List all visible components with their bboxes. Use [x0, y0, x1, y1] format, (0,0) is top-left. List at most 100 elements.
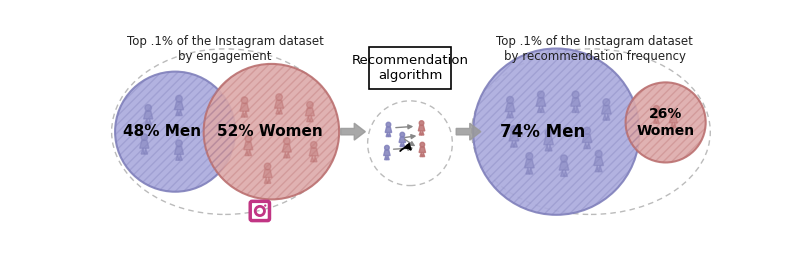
Polygon shape	[418, 125, 425, 131]
Polygon shape	[575, 106, 579, 113]
Circle shape	[204, 64, 339, 199]
Polygon shape	[282, 144, 291, 152]
Circle shape	[264, 163, 271, 170]
Text: Top .1% of the Instagram dataset
by engagement: Top .1% of the Instagram dataset by enga…	[126, 36, 324, 63]
Polygon shape	[510, 141, 514, 147]
Polygon shape	[530, 168, 533, 174]
Polygon shape	[549, 145, 552, 151]
Polygon shape	[309, 148, 318, 156]
Circle shape	[176, 140, 182, 146]
Circle shape	[386, 122, 390, 127]
Polygon shape	[386, 133, 389, 136]
Polygon shape	[144, 148, 148, 154]
Text: Top .1% of the Instagram dataset
by recommendation frequency: Top .1% of the Instagram dataset by reco…	[496, 36, 694, 63]
Circle shape	[561, 155, 567, 162]
Polygon shape	[545, 145, 549, 151]
Polygon shape	[582, 134, 592, 143]
Polygon shape	[420, 153, 422, 156]
Circle shape	[245, 135, 251, 142]
Polygon shape	[314, 156, 317, 162]
Polygon shape	[306, 108, 314, 116]
Polygon shape	[174, 102, 183, 110]
Polygon shape	[536, 98, 546, 106]
Text: Recommendation
algorithm: Recommendation algorithm	[351, 54, 469, 82]
Circle shape	[572, 91, 579, 98]
FancyArrowPatch shape	[396, 125, 412, 129]
Polygon shape	[283, 152, 287, 158]
Polygon shape	[594, 157, 603, 165]
Polygon shape	[564, 170, 567, 176]
Polygon shape	[509, 133, 519, 141]
Polygon shape	[245, 111, 248, 117]
Polygon shape	[606, 114, 610, 120]
Circle shape	[115, 72, 235, 192]
Circle shape	[141, 134, 148, 140]
Circle shape	[306, 102, 313, 108]
Circle shape	[670, 110, 676, 116]
Polygon shape	[670, 116, 678, 123]
Polygon shape	[541, 106, 544, 113]
Polygon shape	[267, 178, 271, 183]
Polygon shape	[248, 150, 251, 156]
Polygon shape	[657, 118, 659, 123]
Polygon shape	[141, 148, 144, 154]
FancyArrowPatch shape	[394, 146, 412, 150]
Circle shape	[584, 127, 590, 134]
Polygon shape	[603, 114, 606, 120]
Polygon shape	[652, 111, 661, 118]
Polygon shape	[245, 150, 248, 156]
Polygon shape	[544, 136, 554, 145]
Circle shape	[510, 126, 518, 133]
Polygon shape	[148, 119, 151, 125]
Polygon shape	[422, 131, 424, 135]
Polygon shape	[595, 165, 598, 172]
Polygon shape	[584, 143, 587, 149]
Circle shape	[283, 138, 290, 144]
Polygon shape	[240, 103, 249, 111]
Polygon shape	[310, 116, 313, 122]
Circle shape	[419, 121, 424, 125]
FancyArrowPatch shape	[405, 139, 414, 145]
Polygon shape	[263, 170, 272, 178]
Polygon shape	[145, 119, 148, 125]
Circle shape	[264, 204, 266, 207]
Polygon shape	[144, 111, 153, 119]
Polygon shape	[561, 170, 564, 176]
Polygon shape	[384, 150, 390, 155]
Polygon shape	[456, 123, 481, 140]
Polygon shape	[400, 143, 402, 146]
Polygon shape	[306, 116, 310, 122]
Circle shape	[241, 97, 248, 103]
Text: 74% Men: 74% Men	[500, 123, 585, 141]
Polygon shape	[310, 156, 314, 162]
Polygon shape	[526, 168, 530, 174]
Polygon shape	[670, 123, 674, 128]
Polygon shape	[525, 160, 534, 168]
Circle shape	[385, 145, 390, 150]
Circle shape	[603, 99, 610, 106]
Circle shape	[654, 105, 659, 111]
Polygon shape	[506, 112, 510, 118]
Polygon shape	[506, 103, 515, 112]
Circle shape	[276, 94, 282, 100]
Polygon shape	[386, 127, 392, 133]
Polygon shape	[287, 152, 290, 158]
Polygon shape	[179, 110, 182, 116]
Polygon shape	[244, 142, 253, 150]
Polygon shape	[422, 153, 425, 156]
Circle shape	[473, 48, 639, 215]
Polygon shape	[598, 165, 602, 172]
Polygon shape	[587, 143, 590, 149]
Polygon shape	[389, 133, 390, 136]
Polygon shape	[674, 123, 676, 128]
Polygon shape	[385, 155, 387, 160]
Text: 26%
Women: 26% Women	[637, 107, 694, 138]
Polygon shape	[559, 162, 569, 170]
Polygon shape	[419, 147, 426, 153]
Polygon shape	[514, 141, 518, 147]
Polygon shape	[572, 106, 575, 113]
Polygon shape	[179, 154, 182, 160]
Polygon shape	[538, 106, 541, 113]
Polygon shape	[387, 155, 390, 160]
Circle shape	[400, 132, 405, 137]
